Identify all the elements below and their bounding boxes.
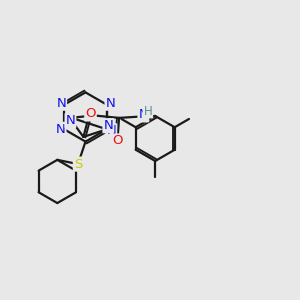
Text: H: H [143, 104, 152, 118]
Text: S: S [74, 158, 82, 171]
Text: O: O [85, 107, 96, 120]
Text: N: N [106, 97, 115, 110]
Text: N: N [139, 108, 148, 122]
Text: N: N [106, 124, 116, 137]
Text: N: N [56, 97, 66, 110]
Text: O: O [112, 134, 123, 148]
Text: N: N [66, 114, 75, 127]
Text: N: N [56, 123, 65, 136]
Text: N: N [103, 119, 113, 132]
